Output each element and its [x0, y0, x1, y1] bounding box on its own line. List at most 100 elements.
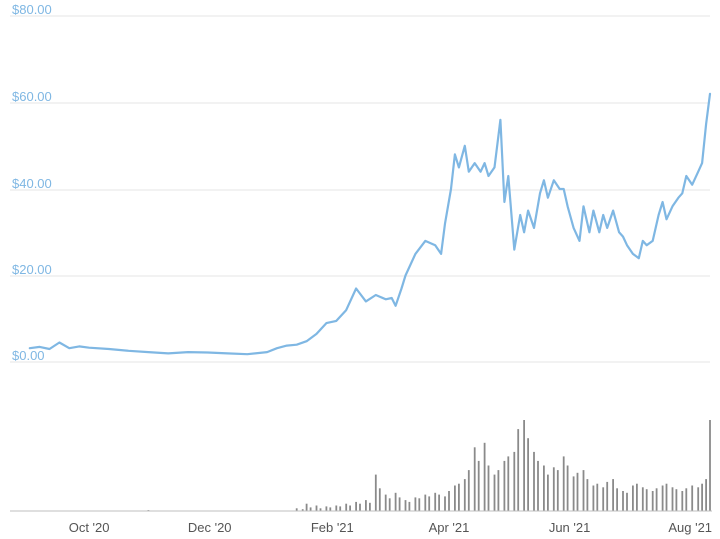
- x-tick-label: Dec '20: [188, 520, 232, 535]
- volume-bar: [586, 479, 589, 511]
- volume-bar: [543, 465, 545, 511]
- volume-bar: [438, 494, 440, 511]
- volume-bar: [517, 429, 520, 511]
- volume-bar: [483, 442, 486, 512]
- volume-bar: [612, 479, 614, 511]
- volume-bar: [681, 491, 684, 511]
- volume-bar: [428, 496, 431, 511]
- volume-bar: [448, 491, 450, 511]
- volume-bar: [329, 507, 332, 511]
- x-tick-label: Aug '21: [668, 520, 712, 535]
- volume-bar: [661, 485, 664, 511]
- volume-bar: [709, 420, 711, 511]
- price-grid: [10, 15, 710, 363]
- y-tick-label: $80.00: [12, 2, 52, 17]
- volume-bar: [388, 498, 391, 511]
- volume-bar: [394, 492, 397, 511]
- volume-bar: [315, 505, 318, 511]
- volume-bar: [477, 460, 480, 511]
- volume-bar: [414, 497, 417, 512]
- volume-bar: [705, 479, 707, 511]
- volume-bar: [454, 485, 456, 511]
- volume-bar: [626, 492, 628, 511]
- volume-bar: [345, 503, 348, 511]
- x-axis-labels: Oct '20 Dec '20 Feb '21 Apr '21 Jun '21 …: [69, 520, 712, 535]
- volume-bar: [458, 483, 460, 511]
- volume-bar: [675, 489, 678, 511]
- volume-bar: [497, 470, 500, 512]
- volume-bar: [636, 483, 638, 511]
- volume-bar: [473, 447, 476, 511]
- volume-bar: [355, 501, 357, 511]
- volume-bar: [463, 479, 466, 511]
- y-tick-label: $60.00: [12, 89, 52, 104]
- volume-bar: [665, 483, 668, 511]
- volume-bar: [701, 483, 703, 511]
- volume-bar: [408, 501, 411, 511]
- volume-bar: [533, 451, 535, 511]
- volume-bar: [572, 476, 575, 511]
- volume-bar: [507, 456, 510, 511]
- volume-bar: [404, 500, 407, 511]
- volume-bar: [513, 451, 516, 511]
- volume-bar: [487, 465, 490, 511]
- volume-bar: [374, 474, 377, 511]
- x-tick-label: Feb '21: [311, 520, 354, 535]
- y-axis-labels: $80.00 $60.00 $40.00 $20.00 $0.00: [12, 2, 52, 363]
- volume-bar: [622, 491, 624, 511]
- volume-bar: [641, 487, 644, 511]
- volume-bar: [606, 481, 609, 511]
- volume-bar: [301, 509, 304, 511]
- volume-bar: [444, 496, 446, 511]
- volume-bar: [685, 488, 688, 512]
- volume-bar: [596, 483, 599, 511]
- volume-bar: [576, 472, 579, 511]
- volume-bar: [335, 505, 338, 511]
- volume-bar: [523, 420, 525, 511]
- volume-bar: [424, 494, 427, 511]
- volume-bar: [339, 506, 342, 511]
- volume-bar: [547, 474, 549, 511]
- volume-bar: [556, 470, 559, 512]
- y-tick-label: $20.00: [12, 262, 52, 277]
- price-series-line: [28, 92, 712, 356]
- volume-bar: [398, 497, 401, 512]
- volume-bar: [582, 470, 585, 512]
- volume-bar: [365, 500, 367, 511]
- volume-bar: [655, 488, 658, 512]
- volume-bar: [418, 498, 421, 511]
- x-tick-label: Oct '20: [69, 520, 110, 535]
- volume-bar: [566, 465, 569, 511]
- volume-bar: [527, 438, 529, 511]
- x-tick-label: Jun '21: [549, 520, 591, 535]
- volume-bar: [645, 489, 648, 511]
- volume-bar: [369, 502, 371, 511]
- volume-bar: [493, 474, 496, 511]
- volume-bar: [503, 460, 506, 511]
- y-tick-label: $40.00: [12, 176, 52, 191]
- volume-bar: [319, 508, 322, 511]
- volume-bar: [691, 485, 694, 511]
- volume-bar: [697, 487, 700, 511]
- volume-bar: [305, 503, 308, 511]
- volume-series: [147, 420, 711, 512]
- y-tick-label: $0.00: [12, 348, 45, 363]
- volume-bar: [592, 485, 595, 511]
- volume-bar: [671, 487, 674, 511]
- volume-bar: [434, 492, 437, 511]
- volume-bar: [359, 503, 361, 511]
- volume-bar: [325, 506, 328, 511]
- volume-bar: [295, 508, 298, 511]
- volume-bar: [552, 467, 555, 511]
- volume-bar: [309, 507, 312, 511]
- volume-bar: [467, 470, 470, 512]
- volume-bar: [632, 485, 634, 511]
- volume-bar: [537, 460, 539, 511]
- x-tick-label: Apr '21: [429, 520, 470, 535]
- volume-bar: [378, 488, 381, 512]
- volume-bar: [562, 456, 565, 511]
- volume-bar: [651, 491, 654, 511]
- volume-bar: [616, 488, 618, 512]
- volume-bar: [349, 505, 351, 511]
